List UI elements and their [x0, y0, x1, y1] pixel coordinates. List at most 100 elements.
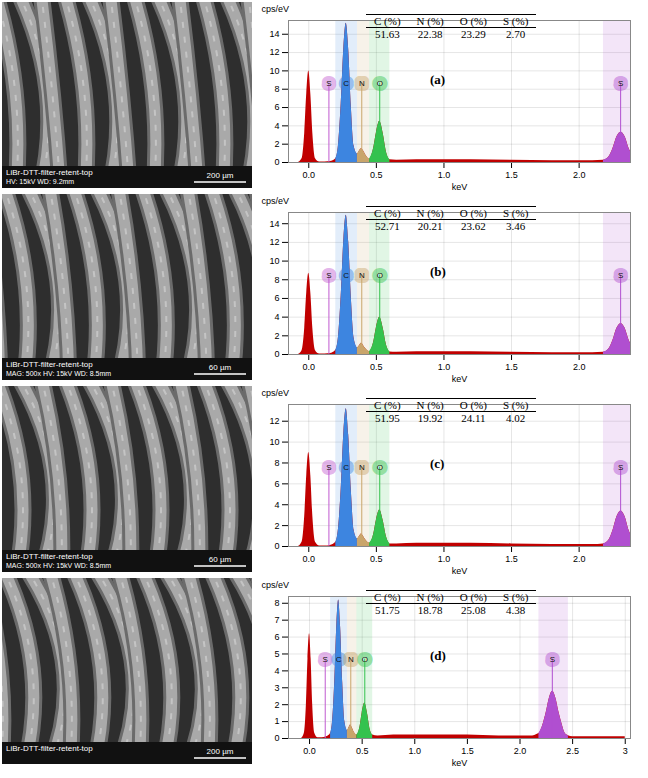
- svg-text:2.0: 2.0: [514, 746, 527, 756]
- svg-text:4: 4: [274, 500, 279, 510]
- svg-text:C: C: [336, 655, 342, 664]
- html-text:(c): (c): [430, 456, 445, 471]
- svg-text:1.0: 1.0: [438, 362, 451, 372]
- svg-text:6: 6: [274, 479, 279, 489]
- svg-text:HV: 15kV WD: 9.2mm: HV: 15kV WD: 9.2mm: [6, 178, 74, 185]
- svg-text:10: 10: [269, 66, 279, 76]
- svg-text:O: O: [377, 271, 383, 280]
- svg-text:1.0: 1.0: [438, 554, 451, 564]
- svg-text:O: O: [362, 655, 368, 664]
- svg-text:0: 0: [274, 157, 279, 167]
- svg-text:0.5: 0.5: [356, 746, 369, 756]
- svg-text:2: 2: [274, 520, 279, 530]
- svg-text:S: S: [326, 79, 331, 88]
- svg-text:8: 8: [274, 84, 279, 94]
- svg-text:cps/eV: cps/eV: [262, 388, 290, 398]
- svg-text:0: 0: [274, 349, 279, 359]
- svg-text:4: 4: [274, 666, 279, 676]
- svg-text:1.5: 1.5: [461, 746, 474, 756]
- svg-text:1.0: 1.0: [409, 746, 422, 756]
- svg-text:2: 2: [274, 139, 279, 149]
- svg-text:MAG: 500x HV: 15kV WD: 8.5mm: MAG: 500x HV: 15kV WD: 8.5mm: [6, 370, 111, 377]
- html-text:(a): (a): [430, 72, 446, 87]
- svg-text:200 µm: 200 µm: [207, 171, 234, 180]
- svg-text:14: 14: [269, 29, 279, 39]
- svg-text:3: 3: [274, 683, 279, 693]
- svg-text:O: O: [377, 79, 383, 88]
- svg-text:1.5: 1.5: [505, 554, 518, 564]
- svg-text:10: 10: [269, 437, 279, 447]
- svg-text:60 µm: 60 µm: [209, 555, 232, 564]
- svg-text:C: C: [343, 271, 349, 280]
- svg-text:2: 2: [274, 700, 279, 710]
- html-text:O (%): O (%): [459, 15, 487, 27]
- svg-text:C: C: [343, 463, 349, 472]
- svg-text:60 µm: 60 µm: [209, 363, 232, 372]
- svg-text:cps/eV: cps/eV: [262, 196, 290, 206]
- svg-text:3: 3: [623, 746, 628, 756]
- svg-text:S: S: [618, 463, 623, 472]
- svg-text:keV: keV: [452, 374, 468, 384]
- svg-text:LiBr-DTT-filter-retent-top: LiBr-DTT-filter-retent-top: [6, 552, 93, 561]
- svg-text:0.0: 0.0: [303, 746, 316, 756]
- svg-text:keV: keV: [452, 758, 468, 768]
- svg-text:10: 10: [269, 256, 279, 266]
- svg-text:2.0: 2.0: [573, 170, 586, 180]
- svg-text:14: 14: [269, 219, 279, 229]
- svg-text:0: 0: [274, 733, 279, 743]
- svg-text:S: S: [618, 271, 623, 280]
- html-text:C (%): C (%): [374, 15, 401, 27]
- svg-text:MAG: 500x HV: 15kV WD: 8.5mm: MAG: 500x HV: 15kV WD: 8.5mm: [6, 562, 111, 569]
- svg-text:0.5: 0.5: [370, 170, 383, 180]
- svg-text:keV: keV: [452, 566, 468, 576]
- svg-text:S: S: [550, 655, 555, 664]
- svg-text:2.5: 2.5: [566, 746, 579, 756]
- svg-text:7: 7: [274, 615, 279, 625]
- svg-text:0.5: 0.5: [370, 362, 383, 372]
- svg-text:1.5: 1.5: [505, 362, 518, 372]
- svg-text:1.0: 1.0: [438, 170, 451, 180]
- svg-text:2: 2: [274, 331, 279, 341]
- svg-text:O: O: [377, 463, 383, 472]
- svg-text:0.0: 0.0: [303, 554, 316, 564]
- svg-text:1.5: 1.5: [505, 170, 518, 180]
- svg-text:C: C: [343, 79, 349, 88]
- svg-text:200 µm: 200 µm: [207, 747, 234, 756]
- svg-text:4: 4: [274, 312, 279, 322]
- svg-text:keV: keV: [452, 182, 468, 192]
- svg-text:S: S: [326, 271, 331, 280]
- svg-text:12: 12: [269, 47, 279, 57]
- svg-text:N: N: [359, 271, 365, 280]
- svg-text:8: 8: [274, 458, 279, 468]
- svg-text:5: 5: [274, 649, 279, 659]
- svg-text:S: S: [323, 655, 328, 664]
- svg-text:8: 8: [274, 275, 279, 285]
- svg-text:N: N: [359, 463, 365, 472]
- svg-text:12: 12: [269, 237, 279, 247]
- svg-text:LiBr-DTT-filter-retent-top: LiBr-DTT-filter-retent-top: [6, 744, 93, 753]
- svg-text:6: 6: [274, 102, 279, 112]
- svg-text:12: 12: [269, 416, 279, 426]
- html-text:N (%): N (%): [416, 15, 444, 27]
- svg-text:0.0: 0.0: [303, 170, 316, 180]
- svg-text:2.0: 2.0: [573, 362, 586, 372]
- svg-text:S: S: [618, 79, 623, 88]
- svg-text:1: 1: [274, 716, 279, 726]
- svg-text:2.0: 2.0: [573, 554, 586, 564]
- svg-text:N: N: [359, 79, 365, 88]
- svg-text:LiBr-DTT-filter-retent-top: LiBr-DTT-filter-retent-top: [6, 168, 93, 177]
- svg-text:6: 6: [274, 293, 279, 303]
- svg-text:6: 6: [274, 632, 279, 642]
- svg-text:0.5: 0.5: [370, 554, 383, 564]
- svg-text:S: S: [326, 463, 331, 472]
- html-text:(b): (b): [430, 264, 446, 279]
- svg-text:LiBr-DTT-filter-retent-top: LiBr-DTT-filter-retent-top: [6, 360, 93, 369]
- svg-text:0: 0: [274, 541, 279, 551]
- svg-text:4: 4: [274, 121, 279, 131]
- svg-text:8: 8: [274, 598, 279, 608]
- svg-text:0.0: 0.0: [303, 362, 316, 372]
- html-text:(d): (d): [430, 648, 446, 663]
- svg-text:cps/eV: cps/eV: [262, 4, 290, 14]
- svg-text:N: N: [348, 655, 354, 664]
- svg-text:cps/eV: cps/eV: [262, 580, 290, 590]
